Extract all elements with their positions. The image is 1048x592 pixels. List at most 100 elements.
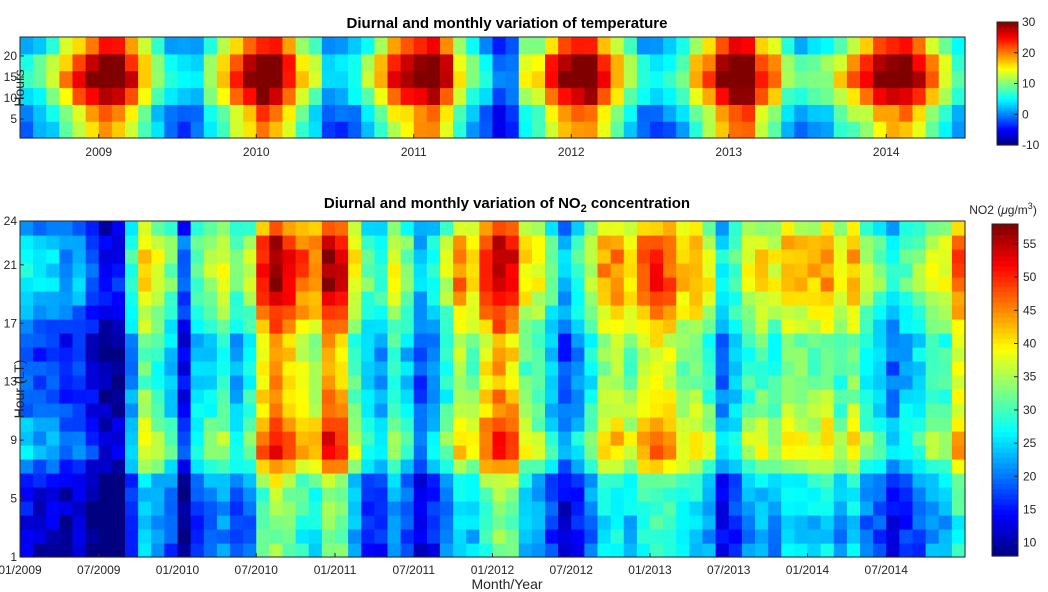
no2-cell <box>597 347 612 362</box>
no2-cell <box>190 375 205 390</box>
temperature-x-tick-label: 2009 <box>85 145 112 159</box>
no2-cell <box>492 431 507 446</box>
no2-cell <box>899 459 914 474</box>
no2-cell <box>886 515 900 530</box>
temperature-cell <box>203 37 218 55</box>
no2-cell <box>256 319 270 334</box>
no2-cell <box>545 347 559 362</box>
no2-colorbar-tick-label: 10 <box>1023 536 1037 550</box>
temperature-colorbar-segment <box>997 75 1018 79</box>
temperature-cell <box>216 121 231 139</box>
temperature-cell <box>676 121 690 139</box>
no2-cell <box>768 459 782 474</box>
no2-cell <box>925 389 940 404</box>
no2-cell <box>243 347 257 362</box>
no2-cell <box>650 459 664 474</box>
no2-cell <box>846 417 861 432</box>
temperature-colorbar-segment <box>997 108 1018 111</box>
temperature-cell <box>846 121 861 139</box>
temperature-cell <box>531 53 546 72</box>
no2-cell <box>177 347 192 362</box>
no2-cell <box>295 361 310 376</box>
no2-cell <box>689 543 704 558</box>
no2-cell <box>663 305 677 320</box>
no2-cell <box>899 277 914 292</box>
temperature-colorbar-segment <box>997 66 1018 69</box>
temperature-cell <box>728 37 743 55</box>
no2-cell <box>466 515 480 530</box>
no2-cell <box>85 403 100 418</box>
no2-cell <box>886 417 900 432</box>
no2-cell <box>72 389 87 404</box>
no2-cell <box>820 431 835 446</box>
temperature-cell <box>951 104 966 122</box>
no2-cell <box>230 501 244 516</box>
temperature-cell <box>886 37 900 55</box>
no2-cell <box>361 417 375 432</box>
no2-cell <box>492 249 507 264</box>
no2-cell <box>85 529 100 544</box>
no2-cell <box>216 291 231 306</box>
no2-cell <box>531 487 546 502</box>
no2-cell <box>636 473 651 488</box>
no2-cell <box>636 249 651 264</box>
no2-cell <box>623 277 638 292</box>
temperature-cell <box>72 37 87 55</box>
temperature-colorbar-segment <box>997 81 1018 85</box>
no2-cell <box>138 487 152 502</box>
no2-cell <box>833 305 848 320</box>
temperature-cell <box>584 104 599 122</box>
no2-cell <box>400 445 415 460</box>
temperature-colorbar-segment <box>997 52 1018 56</box>
temperature-cell <box>860 53 874 72</box>
no2-cell <box>938 403 953 418</box>
no2-cell <box>190 277 205 292</box>
temperature-cell <box>728 70 743 89</box>
no2-colorbar-tick-label: 50 <box>1023 270 1037 284</box>
no2-cell <box>545 263 559 278</box>
no2-cell <box>610 403 625 418</box>
temperature-cell <box>413 53 428 72</box>
no2-cell <box>125 431 139 446</box>
no2-cell <box>925 277 940 292</box>
no2-cell <box>807 529 822 544</box>
temperature-cell <box>72 70 87 89</box>
no2-cell <box>794 333 809 348</box>
temperature-cell <box>925 104 940 122</box>
no2-cell <box>72 277 87 292</box>
no2-colorbar-label: NO2 (μg/m3) <box>969 201 1037 217</box>
no2-cell <box>466 347 480 362</box>
temperature-cell <box>230 121 244 139</box>
no2-cell <box>873 473 887 488</box>
no2-cell <box>584 277 599 292</box>
no2-cell <box>282 235 297 250</box>
temperature-cell <box>479 121 494 139</box>
no2-cell <box>781 417 795 432</box>
no2-cell <box>873 305 887 320</box>
no2-cell <box>833 389 848 404</box>
no2-cell <box>190 249 205 264</box>
no2-cell <box>807 515 822 530</box>
temperature-cell <box>230 87 244 105</box>
no2-cell <box>938 529 953 544</box>
no2-cell <box>72 361 87 376</box>
no2-cell <box>85 515 100 530</box>
no2-cell <box>321 431 336 446</box>
no2-cell <box>335 305 349 320</box>
no2-cell <box>951 515 966 530</box>
no2-cell <box>361 305 375 320</box>
no2-cell <box>125 501 139 516</box>
no2-cell <box>597 459 612 474</box>
temperature-cell <box>846 37 861 55</box>
no2-cell <box>781 263 795 278</box>
no2-cell <box>951 501 966 516</box>
no2-cell <box>98 501 113 516</box>
no2-cell <box>216 473 231 488</box>
no2-cell <box>689 515 704 530</box>
no2-cell <box>584 431 599 446</box>
temperature-cell <box>741 121 756 139</box>
temperature-cell <box>256 87 270 105</box>
no2-cell <box>203 389 218 404</box>
no2-cell <box>951 375 966 390</box>
no2-cell <box>361 487 375 502</box>
